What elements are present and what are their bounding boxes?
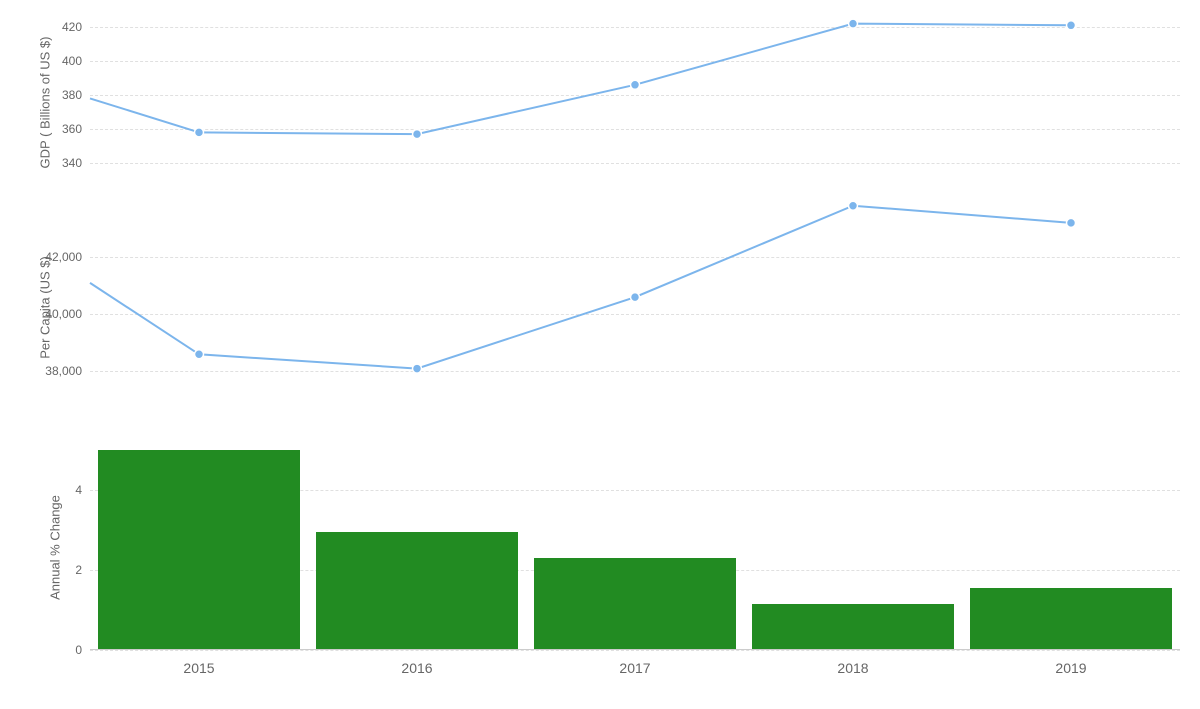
- y-axis-title-gdp: GDP ( Billions of US $): [38, 8, 53, 198]
- plot-area-percapita: 38,00040,00042,000: [90, 200, 1180, 400]
- bar[interactable]: [534, 558, 736, 650]
- y-tick-label: 340: [62, 156, 90, 170]
- bar[interactable]: [970, 588, 1172, 650]
- x-tick-label: 2018: [837, 660, 868, 676]
- bar[interactable]: [316, 532, 518, 650]
- line-series: [90, 200, 1180, 400]
- y-tick-label: 2: [75, 563, 90, 577]
- line-path: [90, 24, 1071, 135]
- data-point[interactable]: [849, 201, 858, 210]
- plot-area-gdp: 340360380400420: [90, 10, 1180, 180]
- panel-change: Annual % Change 024: [90, 430, 1180, 650]
- x-tick-label: 2019: [1055, 660, 1086, 676]
- x-tick-label: 2017: [619, 660, 650, 676]
- y-tick-label: 4: [75, 483, 90, 497]
- data-point[interactable]: [1067, 218, 1076, 227]
- data-point[interactable]: [1067, 21, 1076, 30]
- x-axis-line: [90, 649, 1180, 650]
- data-point[interactable]: [195, 350, 204, 359]
- y-tick-label: 42,000: [45, 250, 90, 264]
- x-axis: 2015 2016 2017 2018 2019: [90, 660, 1180, 680]
- y-tick-label: 360: [62, 122, 90, 136]
- y-axis-title-change: Annual % Change: [48, 468, 63, 628]
- y-tick-label: 380: [62, 88, 90, 102]
- chart-container: GDP ( Billions of US $) 340360380400420 …: [0, 0, 1200, 709]
- panel-percapita: Per Capita (US $) 38,00040,00042,000: [90, 200, 1180, 400]
- y-tick-label: 420: [62, 20, 90, 34]
- y-tick-label: 40,000: [45, 307, 90, 321]
- line-series: [90, 10, 1180, 180]
- plot-area-change: 024: [90, 430, 1180, 650]
- gridline: [90, 650, 1180, 651]
- data-point[interactable]: [413, 364, 422, 373]
- bar[interactable]: [752, 604, 954, 650]
- y-tick-label: 0: [75, 643, 90, 657]
- x-tick-label: 2015: [183, 660, 214, 676]
- data-point[interactable]: [631, 80, 640, 89]
- panel-gdp: GDP ( Billions of US $) 340360380400420: [90, 10, 1180, 180]
- y-tick-label: 38,000: [45, 364, 90, 378]
- bar[interactable]: [98, 450, 300, 650]
- data-point[interactable]: [849, 19, 858, 28]
- x-tick-label: 2016: [401, 660, 432, 676]
- data-point[interactable]: [195, 128, 204, 137]
- data-point[interactable]: [413, 130, 422, 139]
- y-tick-label: 400: [62, 54, 90, 68]
- line-path: [90, 206, 1071, 369]
- data-point[interactable]: [631, 293, 640, 302]
